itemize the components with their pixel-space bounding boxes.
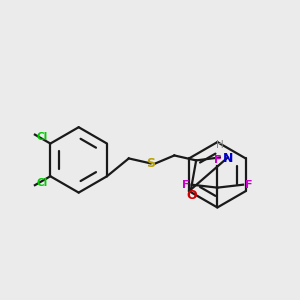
Text: Cl: Cl [37,132,48,142]
Text: F: F [182,180,189,190]
Text: S: S [146,157,155,170]
Text: Cl: Cl [37,178,48,188]
Text: H: H [216,140,224,150]
Text: F: F [214,155,221,165]
Text: O: O [186,189,196,202]
Text: N: N [223,152,233,165]
Text: F: F [245,180,253,190]
